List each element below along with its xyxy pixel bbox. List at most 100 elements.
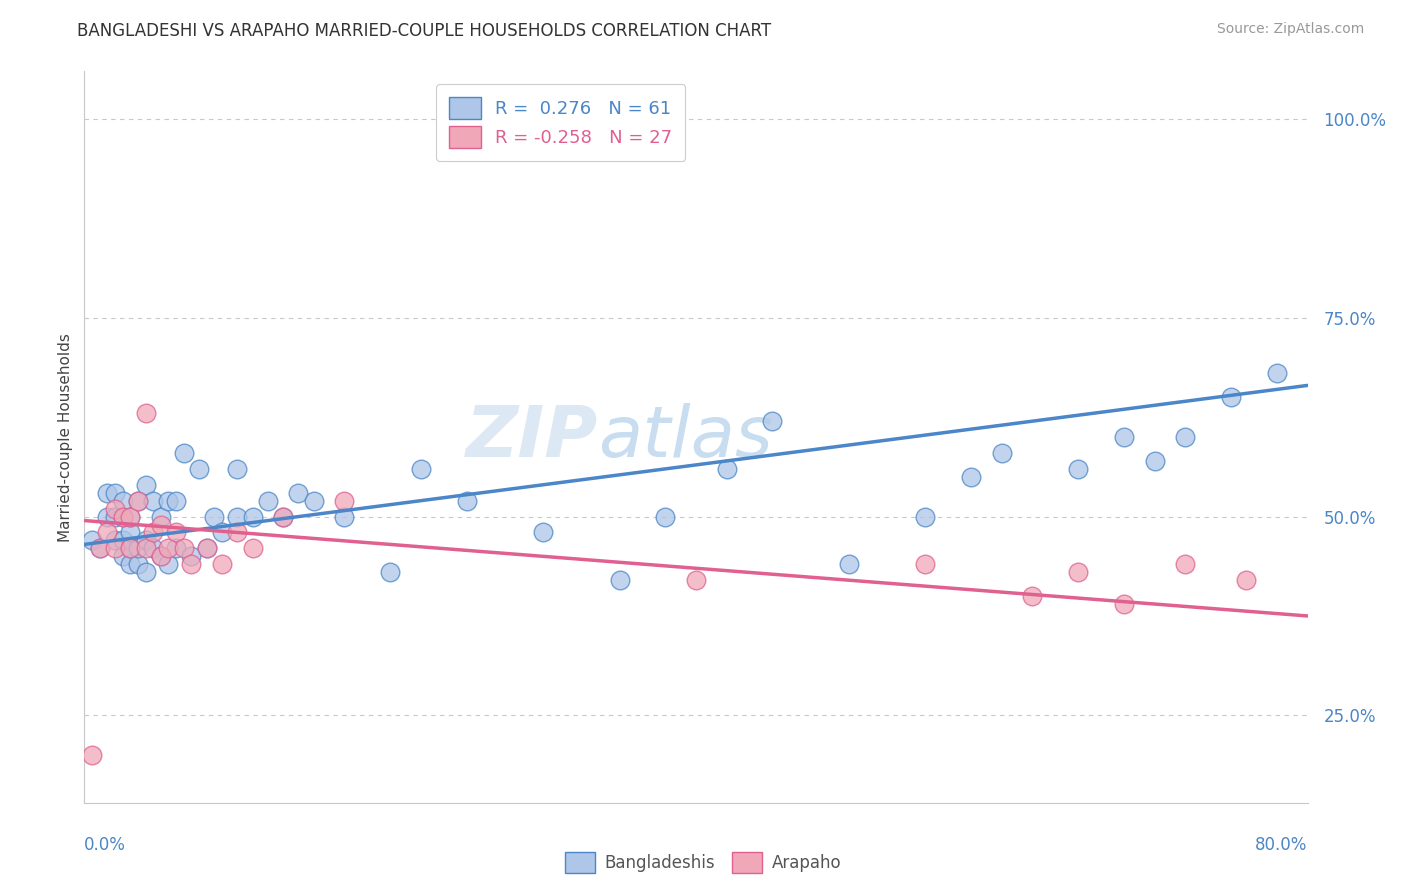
Point	[1067, 566, 1090, 580]
Point	[531, 525, 554, 540]
Point	[180, 549, 202, 564]
Point	[127, 493, 149, 508]
Point	[380, 566, 402, 580]
Point	[111, 493, 134, 508]
Point	[302, 493, 325, 508]
Point	[157, 541, 180, 556]
Point	[111, 533, 134, 548]
Point	[654, 509, 676, 524]
Point	[165, 525, 187, 540]
Point	[111, 509, 134, 524]
Text: ZIP: ZIP	[465, 402, 598, 472]
Point	[135, 541, 157, 556]
Point	[111, 509, 134, 524]
Point	[211, 525, 233, 540]
Point	[89, 541, 111, 556]
Point	[562, 828, 585, 842]
Point	[333, 493, 356, 508]
Point	[135, 406, 157, 420]
Point	[1220, 390, 1243, 404]
Point	[157, 558, 180, 572]
Point	[1114, 597, 1136, 611]
Point	[1236, 573, 1258, 587]
Point	[914, 558, 936, 572]
Point	[188, 462, 211, 476]
Point	[142, 541, 165, 556]
Text: 0.0%: 0.0%	[84, 836, 127, 854]
Point	[257, 493, 280, 508]
Point	[135, 533, 157, 548]
Point	[271, 509, 294, 524]
Point	[226, 525, 249, 540]
Point	[104, 485, 127, 500]
Point	[149, 549, 172, 564]
Point	[127, 558, 149, 572]
Point	[104, 501, 127, 516]
Point	[89, 541, 111, 556]
Point	[716, 462, 738, 476]
Point	[165, 493, 187, 508]
Text: BANGLADESHI VS ARAPAHO MARRIED-COUPLE HOUSEHOLDS CORRELATION CHART: BANGLADESHI VS ARAPAHO MARRIED-COUPLE HO…	[77, 22, 772, 40]
Text: atlas: atlas	[598, 402, 773, 472]
Point	[287, 485, 309, 500]
Point	[409, 462, 432, 476]
Point	[333, 509, 356, 524]
Point	[761, 414, 783, 428]
Point	[149, 517, 172, 532]
Point	[914, 509, 936, 524]
Point	[80, 748, 103, 763]
Point	[120, 541, 142, 556]
Point	[120, 525, 142, 540]
Point	[165, 541, 187, 556]
Point	[195, 541, 218, 556]
Point	[120, 509, 142, 524]
Point	[271, 509, 294, 524]
Point	[838, 558, 860, 572]
Point	[456, 493, 478, 508]
Point	[609, 573, 631, 587]
Text: Source: ZipAtlas.com: Source: ZipAtlas.com	[1216, 22, 1364, 37]
Point	[1174, 430, 1197, 444]
Point	[226, 509, 249, 524]
Point	[120, 558, 142, 572]
Point	[80, 533, 103, 548]
Point	[991, 446, 1014, 460]
Point	[195, 541, 218, 556]
Point	[135, 566, 157, 580]
Point	[104, 533, 127, 548]
Y-axis label: Married-couple Households: Married-couple Households	[58, 333, 73, 541]
Point	[120, 509, 142, 524]
Point	[1265, 367, 1288, 381]
Point	[226, 462, 249, 476]
Point	[173, 541, 195, 556]
Point	[1114, 430, 1136, 444]
Point	[1067, 462, 1090, 476]
Legend: R =  0.276   N = 61, R = -0.258   N = 27: R = 0.276 N = 61, R = -0.258 N = 27	[436, 84, 685, 161]
Point	[173, 446, 195, 460]
Point	[142, 493, 165, 508]
Point	[135, 477, 157, 491]
Point	[149, 509, 172, 524]
Point	[96, 485, 118, 500]
Point	[960, 470, 983, 484]
Point	[120, 541, 142, 556]
Point	[1174, 558, 1197, 572]
Legend: Bangladeshis, Arapaho: Bangladeshis, Arapaho	[558, 846, 848, 880]
Point	[127, 541, 149, 556]
Point	[157, 493, 180, 508]
Text: 80.0%: 80.0%	[1256, 836, 1308, 854]
Point	[180, 558, 202, 572]
Point	[142, 525, 165, 540]
Point	[242, 509, 264, 524]
Point	[211, 558, 233, 572]
Point	[96, 525, 118, 540]
Point	[111, 549, 134, 564]
Point	[202, 509, 225, 524]
Point	[104, 541, 127, 556]
Point	[96, 509, 118, 524]
Point	[242, 541, 264, 556]
Point	[104, 509, 127, 524]
Point	[685, 573, 707, 587]
Point	[1143, 454, 1166, 468]
Point	[1021, 589, 1043, 603]
